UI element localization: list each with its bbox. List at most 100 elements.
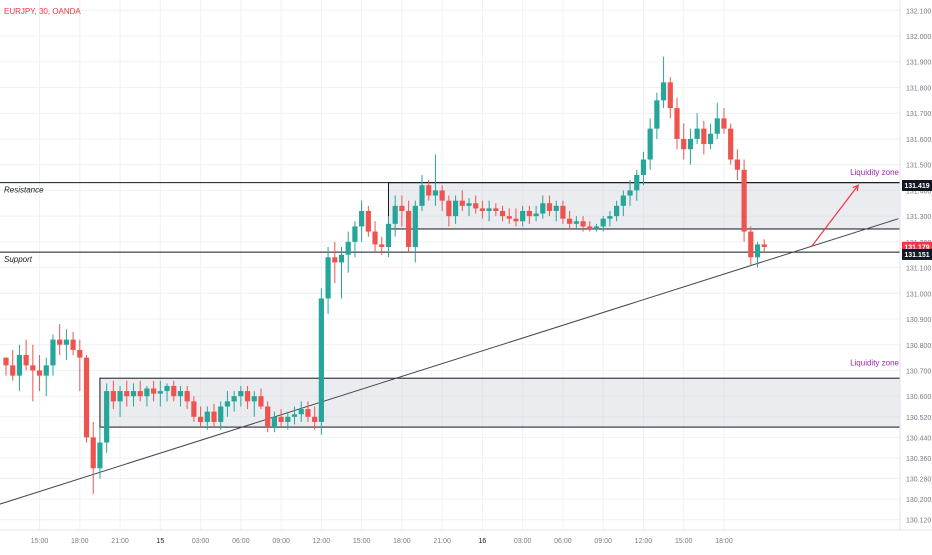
candle-down — [479, 200, 486, 219]
candle-body — [265, 406, 271, 428]
candle-down — [734, 149, 740, 181]
trendline-layer — [0, 218, 899, 505]
candle-body — [520, 210, 526, 222]
candle-body — [164, 385, 170, 392]
candle-body — [63, 339, 69, 345]
candle-up — [627, 180, 633, 206]
y-tick-label: 131.300 — [906, 214, 931, 221]
candle-body — [197, 416, 204, 422]
candle-up — [392, 195, 398, 237]
time-axis[interactable]: 15:00 18:00 21:00 15 03:00 06:00 09:00 12:00 15:… — [31, 538, 733, 545]
candle-up — [614, 200, 620, 222]
candles — [3, 56, 767, 494]
candle-up — [660, 56, 667, 109]
candle-body — [681, 138, 687, 150]
candle-body — [506, 216, 512, 219]
candle-up — [251, 391, 257, 417]
candle-body — [728, 128, 734, 160]
candle-up — [345, 231, 351, 273]
candle-down — [10, 349, 16, 381]
candle-down — [580, 216, 586, 232]
candle-body — [627, 190, 633, 196]
candle-down — [90, 421, 96, 494]
candle-down — [265, 401, 271, 433]
candle-body — [687, 138, 694, 150]
candle-body — [338, 254, 345, 263]
candle-body — [385, 223, 392, 247]
candle-body — [607, 216, 613, 219]
candle-body — [312, 416, 318, 422]
candle-up — [352, 221, 358, 258]
candle-up — [640, 151, 647, 186]
y-tick-label: 131.700 — [906, 111, 931, 118]
candle-up — [298, 401, 304, 422]
candle-down — [278, 409, 284, 428]
candle-down — [312, 406, 318, 430]
x-tick-label: 03:00 — [514, 538, 532, 545]
candle-up — [573, 216, 579, 229]
candle-body — [231, 396, 237, 402]
candle-body — [318, 298, 324, 422]
candle-body — [332, 257, 338, 263]
candle-up — [318, 288, 324, 435]
annotations: Resistance Support Liquidity zone Liquidity… — [4, 168, 900, 367]
candle-up — [520, 205, 526, 227]
candle-body — [473, 203, 479, 209]
y-tick-label: 132.100 — [906, 8, 931, 15]
candle-body — [70, 339, 76, 350]
candle-body — [124, 391, 130, 397]
candle-body — [761, 244, 767, 247]
candle-up — [593, 223, 600, 232]
candle-body — [191, 401, 197, 417]
candle-body — [647, 128, 653, 160]
candle-down — [110, 380, 116, 410]
candle-down — [499, 205, 506, 222]
candle-down — [513, 208, 519, 227]
candle-up — [130, 383, 137, 407]
candle-body — [600, 218, 606, 227]
candle-body — [721, 118, 727, 129]
candle-up — [432, 154, 439, 206]
candle-up — [647, 118, 653, 170]
candle-up — [486, 200, 492, 222]
y-tick-label: 131.600 — [906, 137, 931, 144]
x-tick-label: 18:00 — [71, 538, 89, 545]
x-tick-label: 15:00 — [353, 538, 371, 545]
candle-body — [90, 437, 96, 469]
price-label-text: 131.151 — [904, 252, 929, 259]
candle-down — [473, 195, 479, 214]
candle-up — [412, 200, 418, 263]
candle-body — [151, 388, 157, 394]
x-tick-label: 15 — [156, 538, 164, 545]
x-tick-label: 06:00 — [232, 538, 250, 545]
candle-body — [177, 391, 184, 397]
candle-up — [600, 216, 606, 232]
candle-up — [218, 401, 224, 430]
candle-body — [211, 411, 217, 422]
candle-up — [291, 406, 298, 425]
price-label-box — [902, 241, 932, 253]
candle-body — [238, 391, 244, 397]
candle-down — [83, 355, 90, 443]
x-tick-label: 06:00 — [554, 538, 572, 545]
candle-down — [439, 185, 445, 211]
candle-down — [406, 200, 412, 253]
candle-up — [117, 385, 123, 417]
liquidity-zone-label: Liquidity zone — [850, 358, 899, 367]
candle-body — [104, 391, 110, 443]
candle-up — [238, 385, 244, 407]
candle-body — [754, 244, 761, 258]
y-tick-label: 131.800 — [906, 85, 931, 92]
candle-down — [667, 77, 673, 119]
candle-body — [130, 391, 137, 397]
candle-up — [43, 357, 49, 397]
candle-up — [654, 92, 660, 139]
candle-down — [721, 108, 727, 134]
candle-body — [50, 339, 56, 366]
candle-down — [728, 123, 734, 165]
candle-up — [694, 113, 700, 145]
candle-body — [587, 226, 593, 229]
candle-body — [546, 203, 553, 211]
